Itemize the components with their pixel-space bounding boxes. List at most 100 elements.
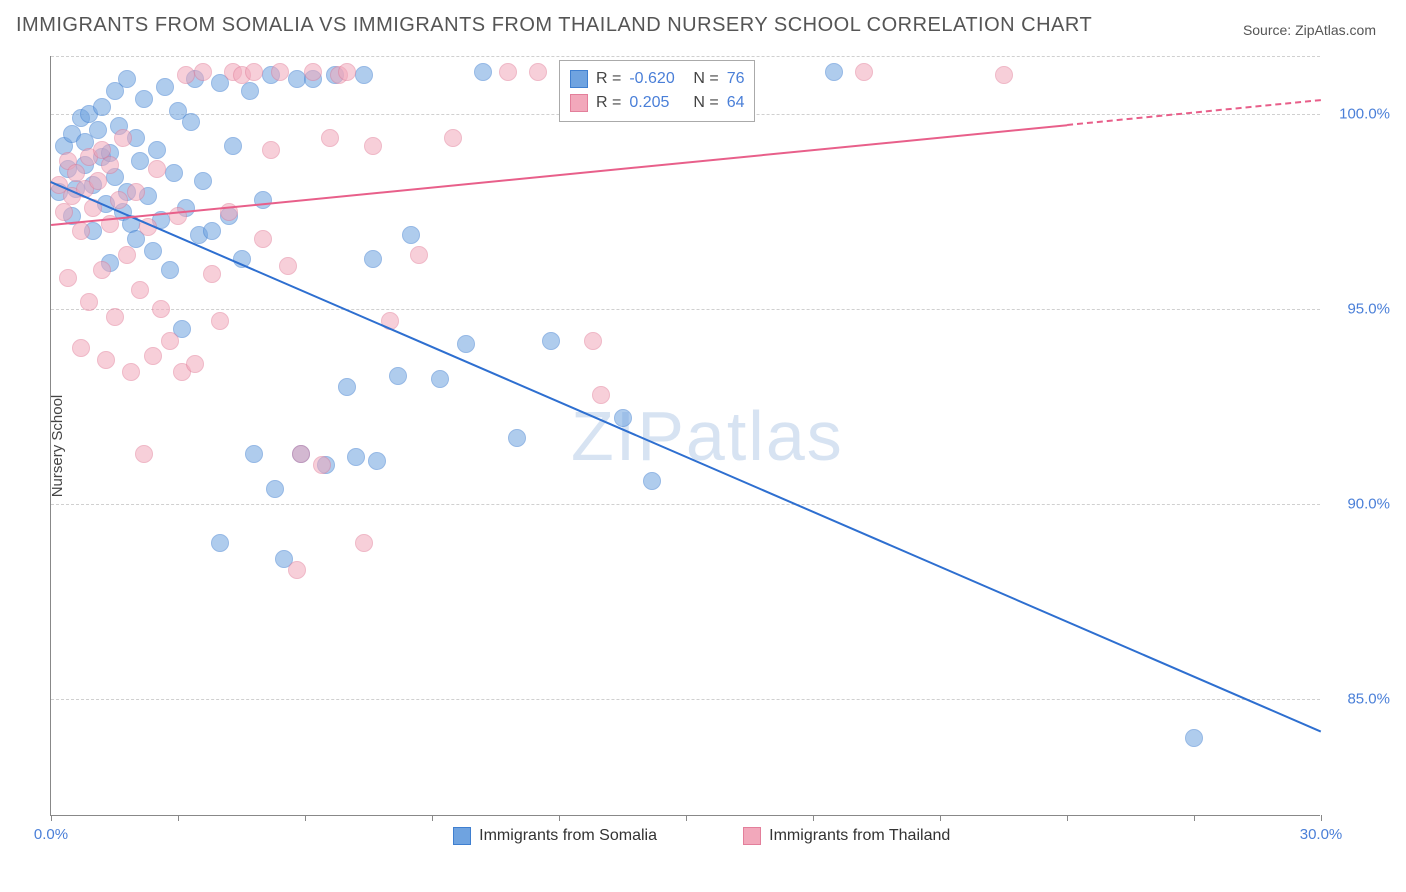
data-point bbox=[72, 222, 90, 240]
gridline-h bbox=[51, 699, 1320, 700]
data-point bbox=[288, 70, 306, 88]
stats-legend-row: R =-0.620N =76 bbox=[570, 67, 744, 91]
data-point bbox=[161, 332, 179, 350]
data-point bbox=[152, 300, 170, 318]
data-point bbox=[161, 261, 179, 279]
trend-line bbox=[1067, 99, 1321, 126]
data-point bbox=[643, 472, 661, 490]
y-tick-label: 100.0% bbox=[1330, 106, 1390, 123]
n-value: 76 bbox=[727, 70, 745, 88]
data-point bbox=[529, 63, 547, 81]
series-legend-label: Immigrants from Somalia bbox=[479, 827, 657, 845]
n-label: N = bbox=[693, 94, 718, 112]
data-point bbox=[135, 445, 153, 463]
data-point bbox=[355, 534, 373, 552]
r-label: R = bbox=[596, 94, 621, 112]
data-point bbox=[1185, 729, 1203, 747]
data-point bbox=[825, 63, 843, 81]
data-point bbox=[148, 160, 166, 178]
data-point bbox=[995, 66, 1013, 84]
data-point bbox=[338, 63, 356, 81]
data-point bbox=[364, 137, 382, 155]
data-point bbox=[122, 363, 140, 381]
data-point bbox=[224, 137, 242, 155]
series-legend-entry: Immigrants from Thailand bbox=[743, 827, 950, 845]
data-point bbox=[211, 534, 229, 552]
r-value: 0.205 bbox=[629, 94, 685, 112]
x-tick-label: 30.0% bbox=[1300, 826, 1343, 843]
data-point bbox=[114, 129, 132, 147]
legend-swatch bbox=[453, 827, 471, 845]
x-tick-mark bbox=[1067, 815, 1068, 821]
scatter-plot: ZIPatlas 85.0%90.0%95.0%100.0%0.0%30.0%R… bbox=[50, 56, 1320, 816]
data-point bbox=[194, 172, 212, 190]
data-point bbox=[177, 66, 195, 84]
y-tick-label: 85.0% bbox=[1330, 691, 1390, 708]
data-point bbox=[431, 370, 449, 388]
data-point bbox=[262, 141, 280, 159]
x-tick-mark bbox=[686, 815, 687, 821]
series-legend-entry: Immigrants from Somalia bbox=[453, 827, 657, 845]
data-point bbox=[182, 113, 200, 131]
data-point bbox=[89, 121, 107, 139]
data-point bbox=[169, 207, 187, 225]
legend-swatch bbox=[743, 827, 761, 845]
data-point bbox=[144, 347, 162, 365]
chart-title: IMMIGRANTS FROM SOMALIA VS IMMIGRANTS FR… bbox=[16, 14, 1092, 37]
data-point bbox=[457, 335, 475, 353]
x-tick-mark bbox=[432, 815, 433, 821]
r-value: -0.620 bbox=[629, 70, 685, 88]
data-point bbox=[355, 66, 373, 84]
data-point bbox=[499, 63, 517, 81]
data-point bbox=[245, 63, 263, 81]
x-tick-mark bbox=[813, 815, 814, 821]
data-point bbox=[144, 242, 162, 260]
data-point bbox=[364, 250, 382, 268]
y-tick-label: 95.0% bbox=[1330, 301, 1390, 318]
n-label: N = bbox=[693, 70, 718, 88]
data-point bbox=[89, 172, 107, 190]
data-point bbox=[93, 98, 111, 116]
data-point bbox=[347, 448, 365, 466]
source-name: ZipAtlas.com bbox=[1295, 22, 1376, 38]
data-point bbox=[245, 445, 263, 463]
data-point bbox=[542, 332, 560, 350]
data-point bbox=[292, 445, 310, 463]
data-point bbox=[118, 246, 136, 264]
watermark-text: ZIPatlas bbox=[571, 396, 844, 476]
data-point bbox=[97, 351, 115, 369]
x-tick-mark bbox=[178, 815, 179, 821]
x-tick-mark bbox=[559, 815, 560, 821]
x-tick-mark bbox=[1194, 815, 1195, 821]
data-point bbox=[584, 332, 602, 350]
data-point bbox=[148, 141, 166, 159]
data-point bbox=[106, 308, 124, 326]
data-point bbox=[186, 355, 204, 373]
data-point bbox=[279, 257, 297, 275]
data-point bbox=[118, 70, 136, 88]
data-point bbox=[368, 452, 386, 470]
data-point bbox=[241, 82, 259, 100]
gridline-h bbox=[51, 309, 1320, 310]
series-legend-label: Immigrants from Thailand bbox=[769, 827, 950, 845]
legend-swatch bbox=[570, 70, 588, 88]
data-point bbox=[592, 386, 610, 404]
data-point bbox=[93, 261, 111, 279]
x-tick-mark bbox=[51, 815, 52, 821]
data-point bbox=[110, 191, 128, 209]
source-prefix: Source: bbox=[1243, 22, 1295, 38]
gridline-h bbox=[51, 504, 1320, 505]
data-point bbox=[165, 164, 183, 182]
data-point bbox=[266, 480, 284, 498]
data-point bbox=[127, 183, 145, 201]
data-point bbox=[313, 456, 331, 474]
x-tick-mark bbox=[305, 815, 306, 821]
data-point bbox=[389, 367, 407, 385]
y-tick-label: 90.0% bbox=[1330, 496, 1390, 513]
gridline-h bbox=[51, 56, 1320, 57]
stats-legend-row: R =0.205N =64 bbox=[570, 91, 744, 115]
data-point bbox=[72, 339, 90, 357]
data-point bbox=[254, 230, 272, 248]
data-point bbox=[321, 129, 339, 147]
data-point bbox=[254, 191, 272, 209]
